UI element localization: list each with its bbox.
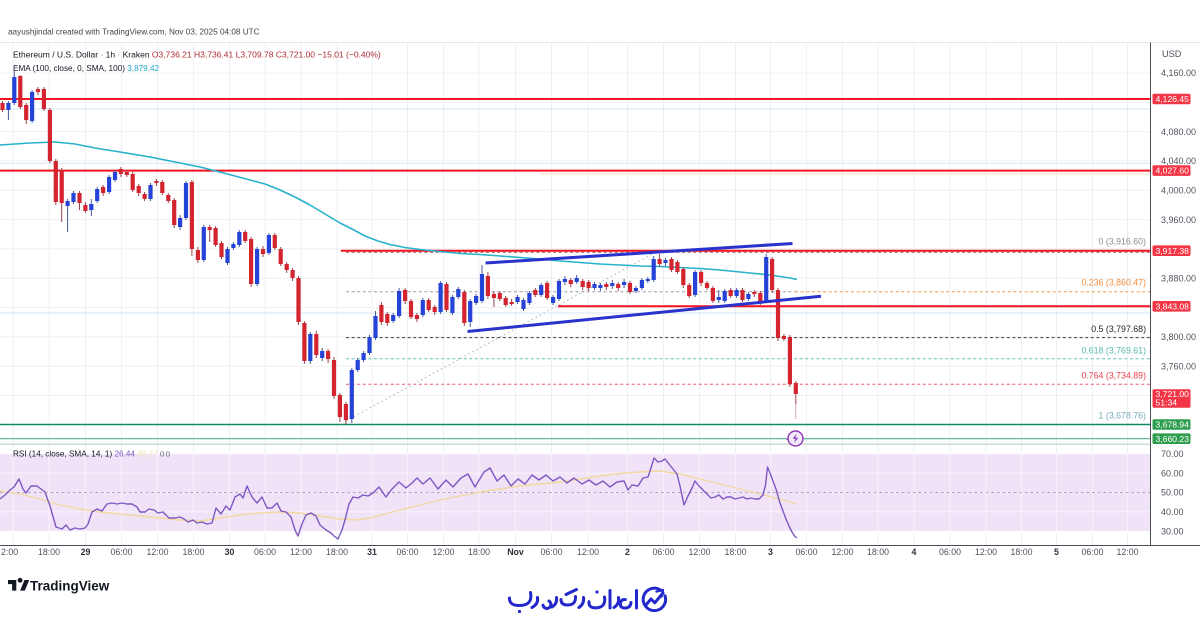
svg-text:USD: USD: [1162, 49, 1182, 59]
svg-text:3,760.00: 3,760.00: [1161, 362, 1196, 372]
svg-text:31: 31: [367, 547, 377, 557]
svg-text:70.00: 70.00: [1161, 449, 1184, 459]
svg-text:60.00: 60.00: [1161, 468, 1184, 478]
svg-text:4: 4: [912, 547, 917, 557]
svg-text:2:00: 2:00: [1, 547, 18, 557]
svg-text:3,880.00: 3,880.00: [1161, 274, 1196, 284]
svg-text:3,917.38: 3,917.38: [1156, 246, 1190, 256]
svg-text:4,027.60: 4,027.60: [1156, 166, 1190, 176]
svg-text:18:00: 18:00: [468, 547, 490, 557]
svg-text:0.618 (3,769.61): 0.618 (3,769.61): [1081, 346, 1146, 356]
svg-text:06:00: 06:00: [652, 547, 674, 557]
svg-text:0 (3,916.60): 0 (3,916.60): [1099, 237, 1147, 247]
svg-text:12:00: 12:00: [290, 547, 312, 557]
svg-text:06:00: 06:00: [795, 547, 817, 557]
svg-text:3,843.08: 3,843.08: [1156, 301, 1190, 311]
svg-text:51:34: 51:34: [1156, 398, 1178, 408]
svg-text:Ethereum / U.S. Dollar · 1h ·: Ethereum / U.S. Dollar · 1h · Kraken O3,…: [13, 50, 381, 60]
svg-text:06:00: 06:00: [254, 547, 276, 557]
svg-text:12:00: 12:00: [146, 547, 168, 557]
svg-text:18:00: 18:00: [1010, 547, 1032, 557]
svg-text:12:00: 12:00: [688, 547, 710, 557]
svg-text:0.764 (3,734.89): 0.764 (3,734.89): [1081, 370, 1146, 380]
svg-text:4,000.00: 4,000.00: [1161, 186, 1196, 196]
svg-text:3,660.23: 3,660.23: [1156, 434, 1190, 444]
svg-text:29: 29: [81, 547, 91, 557]
svg-text:1 (3,678.76): 1 (3,678.76): [1099, 410, 1147, 420]
svg-text:TradingView: TradingView: [30, 579, 110, 594]
svg-text:5: 5: [1054, 547, 1059, 557]
svg-text:0.5 (3,797.68): 0.5 (3,797.68): [1091, 324, 1146, 334]
svg-text:2: 2: [625, 547, 630, 557]
svg-text:06:00: 06:00: [540, 547, 562, 557]
svg-text:3,721.00: 3,721.00: [1156, 389, 1190, 399]
svg-text:06:00: 06:00: [110, 547, 132, 557]
svg-text:12:00: 12:00: [1116, 547, 1138, 557]
svg-text:aayushjindal created with Trad: aayushjindal created with TradingView.co…: [8, 28, 260, 37]
svg-text:06:00: 06:00: [939, 547, 961, 557]
svg-text:3,678.94: 3,678.94: [1156, 420, 1190, 430]
svg-text:12:00: 12:00: [831, 547, 853, 557]
svg-text:Nov: Nov: [507, 547, 524, 557]
svg-text:0.236 (3,860.47): 0.236 (3,860.47): [1081, 277, 1146, 287]
svg-text:12:00: 12:00: [577, 547, 599, 557]
svg-text:3,800.00: 3,800.00: [1161, 332, 1196, 342]
svg-text:3: 3: [768, 547, 773, 557]
svg-text:12:00: 12:00: [975, 547, 997, 557]
svg-text:40.00: 40.00: [1161, 507, 1184, 517]
svg-text:EMA (100, close, 0, SMA, 100): EMA (100, close, 0, SMA, 100) 3,879.42: [13, 64, 160, 73]
svg-text:30: 30: [225, 547, 235, 557]
svg-text:4,040.00: 4,040.00: [1161, 156, 1196, 166]
svg-text:06:00: 06:00: [396, 547, 418, 557]
svg-text:RSI (14, close, SMA, 14, 1) 26: RSI (14, close, SMA, 14, 1) 26.44 48.27 …: [13, 450, 170, 459]
svg-text:4,126.45: 4,126.45: [1156, 94, 1190, 104]
svg-text:3,960.00: 3,960.00: [1161, 215, 1196, 225]
svg-text:18:00: 18:00: [867, 547, 889, 557]
svg-text:12:00: 12:00: [432, 547, 454, 557]
svg-text:30.00: 30.00: [1161, 526, 1184, 536]
svg-text:4,160.00: 4,160.00: [1161, 68, 1196, 78]
svg-text:50.00: 50.00: [1161, 488, 1184, 498]
svg-text:18:00: 18:00: [182, 547, 204, 557]
svg-text:18:00: 18:00: [724, 547, 746, 557]
svg-text:18:00: 18:00: [38, 547, 60, 557]
svg-text:06:00: 06:00: [1081, 547, 1103, 557]
svg-text:4,080.00: 4,080.00: [1161, 127, 1196, 137]
svg-text:18:00: 18:00: [326, 547, 348, 557]
